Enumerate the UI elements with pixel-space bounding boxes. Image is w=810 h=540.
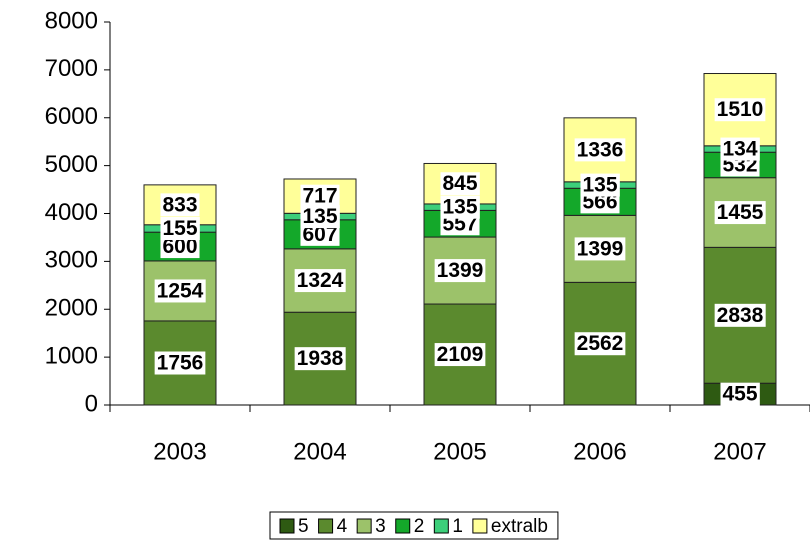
y-tick-label: 6000 bbox=[45, 103, 98, 130]
data-label-box bbox=[574, 332, 626, 356]
data-label: 1399 bbox=[434, 259, 486, 283]
data-label-text: 1254 bbox=[157, 279, 204, 302]
data-label-box bbox=[714, 98, 766, 122]
data-label: 1336 bbox=[574, 138, 626, 162]
data-label: 607 bbox=[300, 222, 340, 246]
data-label-text: 1399 bbox=[577, 237, 624, 260]
data-label-text: 833 bbox=[162, 193, 197, 216]
data-label-text: 1336 bbox=[577, 138, 624, 161]
data-label: 2562 bbox=[574, 332, 626, 356]
legend-swatch bbox=[433, 518, 449, 534]
data-label-box bbox=[160, 193, 200, 217]
y-tick-label: 8000 bbox=[45, 7, 98, 34]
y-tick-label: 1000 bbox=[45, 342, 98, 369]
legend-label: extralb bbox=[491, 516, 548, 537]
data-label-box bbox=[154, 351, 206, 375]
legend: 5 4 3 2 1 extralb bbox=[269, 511, 559, 540]
data-label: 1510 bbox=[714, 98, 766, 122]
data-label-box bbox=[294, 269, 346, 293]
data-label-text: 2109 bbox=[437, 343, 484, 366]
data-label: 833 bbox=[160, 193, 200, 217]
data-label: 845 bbox=[440, 172, 480, 196]
data-label: 1756 bbox=[154, 351, 206, 375]
y-tick-label: 7000 bbox=[45, 55, 98, 82]
data-label-box bbox=[574, 138, 626, 162]
x-tick-label: 2007 bbox=[713, 438, 766, 465]
legend-box bbox=[269, 511, 559, 540]
data-label: 717 bbox=[300, 184, 340, 208]
data-label-text: 155 bbox=[162, 217, 197, 240]
legend-label: 3 bbox=[375, 516, 386, 537]
data-label-text: 2562 bbox=[577, 332, 624, 355]
data-label-text: 1756 bbox=[157, 352, 204, 375]
legend-label: 1 bbox=[452, 516, 463, 537]
data-label: 455 bbox=[720, 382, 760, 406]
legend-swatch bbox=[472, 518, 488, 534]
data-label-box bbox=[714, 303, 766, 327]
y-tick-label: 0 bbox=[85, 390, 98, 417]
data-label: 600 bbox=[160, 235, 200, 259]
y-tick-label: 3000 bbox=[45, 247, 98, 274]
data-label: 134 bbox=[720, 137, 760, 161]
data-label-box bbox=[440, 172, 480, 196]
data-label-text: 135 bbox=[582, 174, 617, 197]
legend-label: 2 bbox=[414, 516, 425, 537]
x-tick-label: 2005 bbox=[433, 438, 486, 465]
data-label-text: 1399 bbox=[437, 259, 484, 282]
y-tick-label: 2000 bbox=[45, 295, 98, 322]
data-label: 1399 bbox=[574, 237, 626, 261]
y-tick-label: 5000 bbox=[45, 151, 98, 178]
data-label-box bbox=[160, 217, 200, 241]
data-label-box bbox=[434, 343, 486, 367]
data-label: 2109 bbox=[434, 343, 486, 367]
data-label-text: 1455 bbox=[717, 201, 764, 224]
data-label-text: 455 bbox=[722, 383, 757, 406]
data-label-text: 717 bbox=[302, 185, 337, 208]
data-label: 135 bbox=[440, 195, 480, 219]
data-label-box bbox=[294, 347, 346, 371]
data-label-text: 2838 bbox=[717, 304, 764, 327]
data-label: 135 bbox=[580, 173, 620, 197]
data-label-box bbox=[720, 137, 760, 161]
legend-swatch bbox=[279, 518, 295, 534]
data-label-text: 1324 bbox=[297, 269, 344, 292]
data-label-box bbox=[720, 382, 760, 406]
data-label-box bbox=[160, 235, 200, 259]
data-label-box bbox=[300, 184, 340, 208]
legend-label: 5 bbox=[298, 516, 309, 537]
data-label: 1938 bbox=[294, 347, 346, 371]
legend-swatch bbox=[356, 518, 372, 534]
data-label: 135 bbox=[300, 205, 340, 229]
data-label-text: 135 bbox=[302, 205, 337, 228]
data-label-box bbox=[300, 205, 340, 229]
data-label-text: 135 bbox=[442, 196, 477, 219]
data-label-text: 607 bbox=[302, 223, 337, 246]
data-label: 1254 bbox=[154, 279, 206, 303]
data-label-box bbox=[440, 195, 480, 219]
data-label-box bbox=[580, 173, 620, 197]
data-label-text: 134 bbox=[722, 138, 757, 161]
x-tick-label: 2003 bbox=[153, 438, 206, 465]
data-label: 155 bbox=[160, 217, 200, 241]
x-tick-label: 2004 bbox=[293, 438, 346, 465]
data-label-text: 600 bbox=[162, 235, 197, 258]
legend-swatch bbox=[395, 518, 411, 534]
data-label-box bbox=[300, 222, 340, 246]
legend-label: 4 bbox=[337, 516, 348, 537]
data-label-box bbox=[574, 237, 626, 261]
data-label-text: 1510 bbox=[717, 98, 764, 121]
data-label: 1324 bbox=[294, 269, 346, 293]
legend-swatch bbox=[318, 518, 334, 534]
data-label-box bbox=[154, 279, 206, 303]
data-label-box bbox=[434, 259, 486, 283]
data-label-text: 1938 bbox=[297, 347, 344, 370]
data-label: 1455 bbox=[714, 201, 766, 225]
data-label: 2838 bbox=[714, 303, 766, 327]
data-label-text: 845 bbox=[442, 172, 477, 195]
data-label-box bbox=[714, 201, 766, 225]
y-tick-label: 4000 bbox=[45, 199, 98, 226]
x-tick-label: 2006 bbox=[573, 438, 626, 465]
